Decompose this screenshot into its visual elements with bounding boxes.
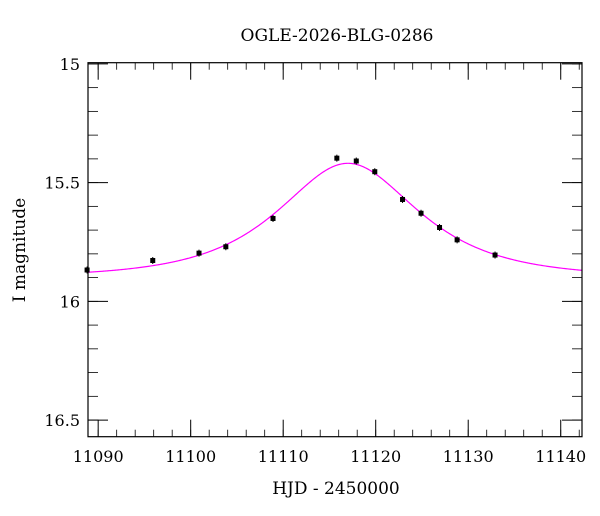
- data-point: [353, 158, 359, 164]
- data-points-group: [84, 154, 498, 274]
- data-point: [400, 196, 406, 202]
- y-tick-label: 15: [60, 55, 80, 74]
- x-tick-label: 11090: [73, 447, 124, 466]
- x-tick-label: 11140: [535, 447, 586, 466]
- chart-title: OGLE-2026-BLG-0286: [241, 26, 434, 46]
- data-point: [270, 215, 276, 221]
- x-tick-label: 11100: [165, 447, 216, 466]
- y-tick-label: 15.5: [44, 174, 80, 193]
- data-point: [372, 169, 378, 175]
- data-point: [223, 244, 229, 250]
- data-point: [454, 237, 460, 243]
- plot-frame: [87, 62, 583, 438]
- y-tick-label: 16: [60, 292, 80, 311]
- y-axis-label: I magnitude: [10, 198, 30, 302]
- data-point: [492, 252, 498, 258]
- x-tick-label: 11120: [350, 447, 401, 466]
- data-point: [334, 155, 340, 161]
- x-axis-label: HJD - 2450000: [272, 479, 400, 499]
- y-tick-label: 16.5: [44, 411, 80, 430]
- data-point: [418, 210, 424, 216]
- model-curve: [87, 162, 583, 273]
- data-point: [150, 258, 156, 264]
- data-point: [84, 267, 90, 273]
- axis-ticks: 11090 11100 11110 11120 11130 11140 15 15.5 16 16…: [44, 55, 586, 466]
- data-point: [437, 224, 443, 230]
- x-tick-label: 11130: [443, 447, 494, 466]
- model-curve-group: [87, 162, 583, 273]
- data-point: [196, 250, 202, 256]
- x-tick-label: 11110: [258, 447, 309, 466]
